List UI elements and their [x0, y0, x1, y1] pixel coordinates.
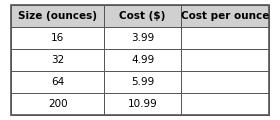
Text: 32: 32: [51, 55, 64, 65]
Text: Cost ($): Cost ($): [119, 11, 166, 21]
Bar: [11, 93, 104, 115]
Bar: [181, 5, 269, 27]
Bar: [104, 71, 181, 93]
Bar: [104, 5, 181, 27]
Bar: [181, 93, 269, 115]
Text: 200: 200: [48, 99, 67, 109]
Text: Cost per ounce: Cost per ounce: [181, 11, 269, 21]
Text: Size (ounces): Size (ounces): [18, 11, 97, 21]
Text: 10.99: 10.99: [128, 99, 157, 109]
Bar: [11, 27, 104, 49]
Bar: [104, 93, 181, 115]
Bar: [11, 49, 104, 71]
Bar: [181, 27, 269, 49]
Text: 64: 64: [51, 77, 64, 87]
Bar: [104, 27, 181, 49]
Bar: [181, 49, 269, 71]
Text: 16: 16: [51, 33, 64, 43]
Text: 4.99: 4.99: [131, 55, 154, 65]
Bar: [11, 71, 104, 93]
Bar: [181, 71, 269, 93]
Text: 5.99: 5.99: [131, 77, 154, 87]
Text: 3.99: 3.99: [131, 33, 154, 43]
Bar: [104, 49, 181, 71]
Bar: [11, 5, 104, 27]
